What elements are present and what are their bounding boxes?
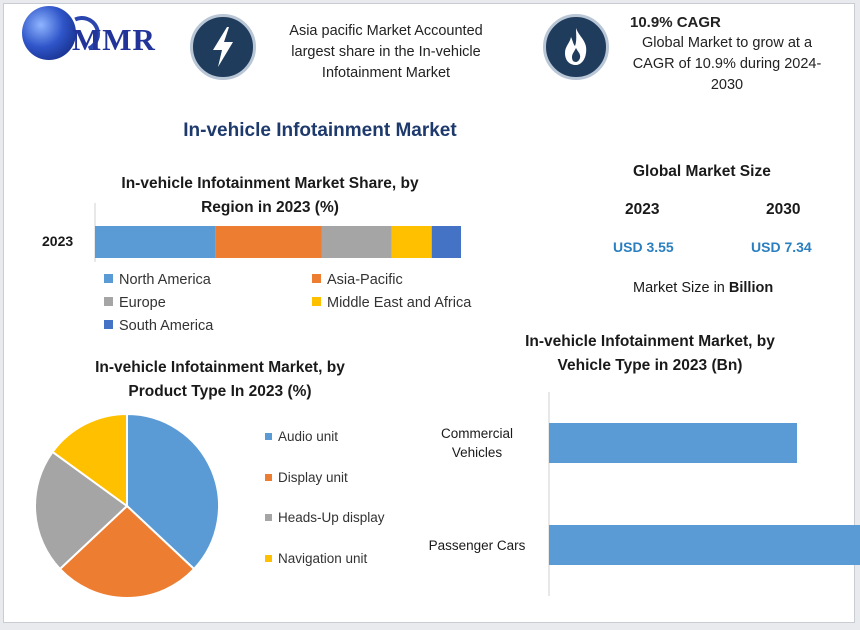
legend-label: Heads-Up display bbox=[278, 510, 385, 525]
logo-text: MMR bbox=[72, 22, 156, 57]
legend-label: Europe bbox=[119, 295, 166, 311]
region-segment-middle-east-and-africa bbox=[391, 226, 432, 258]
pie-slice-display-unit bbox=[58, 504, 196, 599]
global-market-title: Global Market Size bbox=[633, 163, 771, 180]
year-2023: 2023 bbox=[625, 201, 660, 218]
legend-asia-pacific: Asia-Pacific bbox=[312, 272, 403, 288]
product-title-line-2: Product Type In 2023 (%) bbox=[128, 383, 312, 400]
note-prefix: Market Size in bbox=[633, 280, 729, 296]
legend-swatch bbox=[312, 297, 321, 306]
vehicle-label-line: Vehicles bbox=[451, 445, 503, 460]
region-segment-south-america bbox=[431, 226, 461, 258]
pie-legend-heads-up-display: Heads-Up display bbox=[265, 510, 385, 525]
vehicle-chart-title: In-vehicle Infotainment Market, by Vehic… bbox=[470, 330, 830, 378]
legend-label: Asia-Pacific bbox=[327, 272, 403, 288]
market-size-note: Market Size in Billion bbox=[633, 280, 773, 296]
callout-left-line-3: Infotainment Market bbox=[321, 65, 451, 81]
callout-right-line-2: CAGR of 10.9% during 2024- bbox=[632, 56, 822, 72]
legend-swatch bbox=[104, 274, 113, 283]
region-title-line-2: Region in 2023 (%) bbox=[201, 199, 339, 216]
vehicle-bar-commercial-vehicles bbox=[549, 423, 797, 463]
legend-label: Display unit bbox=[278, 469, 348, 485]
vehicle-bar-passenger-cars bbox=[549, 525, 860, 565]
legend-south-america: South America bbox=[104, 318, 213, 334]
pie-slice-audio-unit bbox=[126, 412, 220, 571]
region-segment-north-america bbox=[95, 226, 216, 258]
legend-swatch bbox=[265, 433, 272, 440]
pie-legend-audio-unit: Audio unit bbox=[265, 429, 338, 444]
vehicle-title-line-2: Vehicle Type in 2023 (Bn) bbox=[557, 357, 743, 374]
cagr-heading: 10.9% CAGR bbox=[630, 14, 721, 31]
vehicle-label-line: Passenger Cars bbox=[428, 537, 526, 553]
vehicle-label-line: Commercial bbox=[440, 426, 513, 441]
legend-swatch bbox=[265, 514, 272, 521]
region-segment-europe bbox=[321, 226, 392, 258]
callout-right-line-3: 2030 bbox=[710, 77, 744, 93]
pie-slice-navigation-unit bbox=[51, 412, 128, 508]
value-2030: USD 7.34 bbox=[751, 239, 812, 255]
vehicle-label-passenger-cars: Passenger Cars bbox=[412, 536, 542, 555]
globe-icon bbox=[22, 6, 76, 60]
callout-cagr: 10.9% CAGR Global Market to grow at a CA… bbox=[612, 12, 842, 96]
legend-label: South America bbox=[119, 318, 214, 334]
callout-right-line-1: Global Market to grow at a bbox=[641, 35, 813, 51]
callout-left-line-1: Asia pacific Market Accounted bbox=[289, 23, 483, 39]
legend-swatch bbox=[104, 297, 113, 306]
lightning-icon bbox=[190, 14, 256, 80]
value-2023: USD 3.55 bbox=[613, 239, 674, 255]
legend-swatch bbox=[312, 274, 321, 283]
vehicle-label-commercial-vehicles: Commercial Vehicles bbox=[412, 424, 542, 462]
region-segment-asia-pacific bbox=[215, 226, 322, 258]
pie-slice-heads-up-display bbox=[34, 450, 129, 571]
legend-swatch bbox=[265, 554, 272, 562]
vehicle-title-line-1: In-vehicle Infotainment Market, by bbox=[525, 333, 775, 350]
legend-middle-east-and-africa: Middle East and Africa bbox=[312, 295, 471, 311]
legend-north-america: North America bbox=[104, 272, 211, 288]
main-title: In-vehicle Infotainment Market bbox=[183, 120, 457, 141]
callout-asia-pacific: Asia pacific Market Accounted largest sh… bbox=[266, 21, 506, 84]
product-chart-title: In-vehicle Infotainment Market, by Produ… bbox=[20, 356, 420, 404]
note-unit: Billion bbox=[728, 280, 774, 296]
legend-swatch bbox=[265, 473, 272, 481]
region-title-line-1: In-vehicle Infotainment Market Share, by bbox=[121, 175, 419, 192]
legend-label: Audio unit bbox=[278, 429, 339, 444]
year-2030: 2030 bbox=[766, 201, 801, 218]
legend-label: North America bbox=[119, 272, 211, 288]
pie-legend-navigation-unit: Navigation unit bbox=[265, 551, 367, 566]
legend-label: Middle East and Africa bbox=[327, 295, 472, 311]
legend-label: Navigation unit bbox=[278, 550, 368, 566]
region-category-label: 2023 bbox=[42, 233, 74, 249]
region-chart-title: In-vehicle Infotainment Market Share, by… bbox=[60, 172, 480, 220]
pie-legend-display-unit: Display unit bbox=[265, 470, 348, 485]
legend-swatch bbox=[104, 320, 113, 329]
callout-left-line-2: largest share in the In-vehicle bbox=[291, 44, 481, 60]
flame-icon bbox=[543, 14, 609, 80]
legend-europe: Europe bbox=[104, 295, 166, 311]
product-title-line-1: In-vehicle Infotainment Market, by bbox=[95, 359, 345, 376]
